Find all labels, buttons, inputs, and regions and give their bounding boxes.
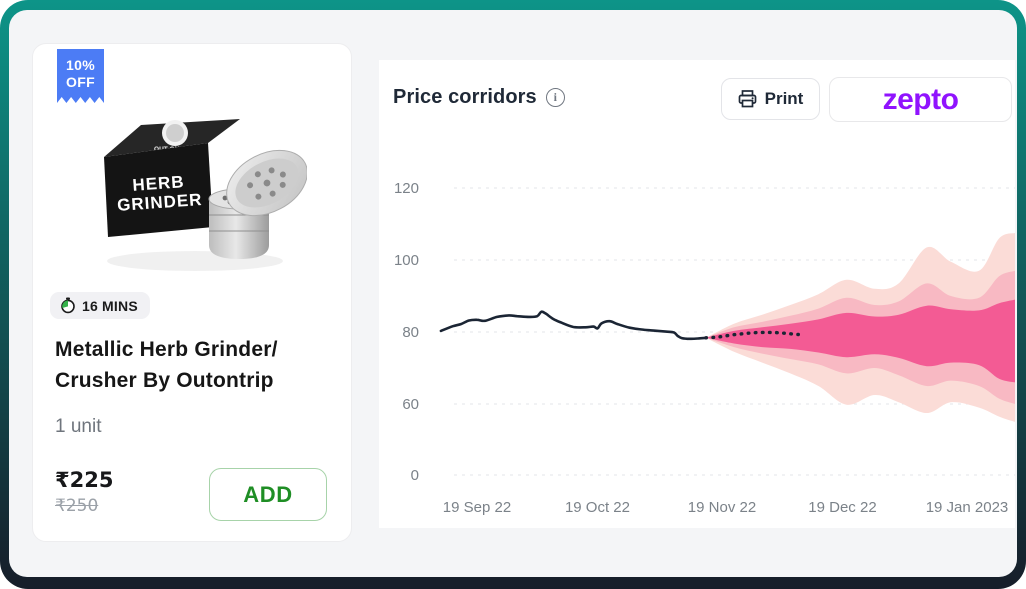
- page-background: 10% OFF OUT ON TRIP HERB GRINDER: [9, 10, 1017, 577]
- x-tick-label: 19 Dec 22: [808, 499, 876, 516]
- zepto-logo: zepto: [882, 82, 959, 116]
- print-button[interactable]: Print: [721, 78, 820, 120]
- box-front-face: [104, 143, 213, 237]
- delivery-time-badge: 16 MINS: [50, 292, 150, 319]
- x-tick-label: 19 Jan 2023: [926, 499, 1009, 516]
- corridor-inner: [705, 299, 1015, 383]
- box-text-line1: HERB: [132, 172, 185, 195]
- timer-icon: [61, 297, 75, 314]
- print-label: Print: [764, 89, 804, 108]
- product-original-price: ₹250: [55, 496, 99, 516]
- product-card[interactable]: 10% OFF OUT ON TRIP HERB GRINDER: [32, 43, 352, 542]
- discount-badge: 10% OFF: [57, 49, 104, 103]
- price-corridor-chart: 120 100 80 60 0 19 Sep 22 19 Oct 22 19 Nov 22 19…: [394, 180, 1015, 516]
- product-price: ₹225: [55, 468, 114, 492]
- zepto-logo-box: zepto: [829, 77, 1012, 122]
- x-tick-label: 19 Sep 22: [443, 499, 511, 516]
- historical-price: [439, 310, 708, 341]
- y-tick-label: 0: [411, 467, 419, 484]
- delivery-time-label: 16 MINS: [82, 297, 138, 314]
- x-tick-label: 19 Nov 22: [688, 499, 756, 516]
- info-icon[interactable]: i: [545, 88, 565, 107]
- discount-percent: 10%: [66, 57, 95, 73]
- panel-title: Price corridors: [393, 86, 537, 108]
- product-quantity: 1 unit: [55, 416, 102, 437]
- product-title: Metallic Herb Grinder/ Crusher By Outont…: [55, 338, 278, 392]
- product-image: OUT ON TRIP HERB GRINDER: [104, 119, 307, 271]
- price-corridor-panel: Price corridors i Print zepto 120 100 80 60…: [379, 60, 1015, 528]
- grinder-lid: [226, 149, 307, 217]
- printer-icon: [738, 90, 756, 108]
- y-tick-label: 60: [402, 396, 419, 413]
- add-button[interactable]: ADD: [209, 468, 327, 521]
- forecast-median: [704, 330, 800, 340]
- y-tick-label: 100: [394, 252, 419, 269]
- y-tick-label: 80: [402, 324, 419, 341]
- x-tick-label: 19 Oct 22: [565, 499, 630, 516]
- discount-off-label: OFF: [66, 74, 95, 90]
- y-tick-label: 120: [394, 180, 419, 197]
